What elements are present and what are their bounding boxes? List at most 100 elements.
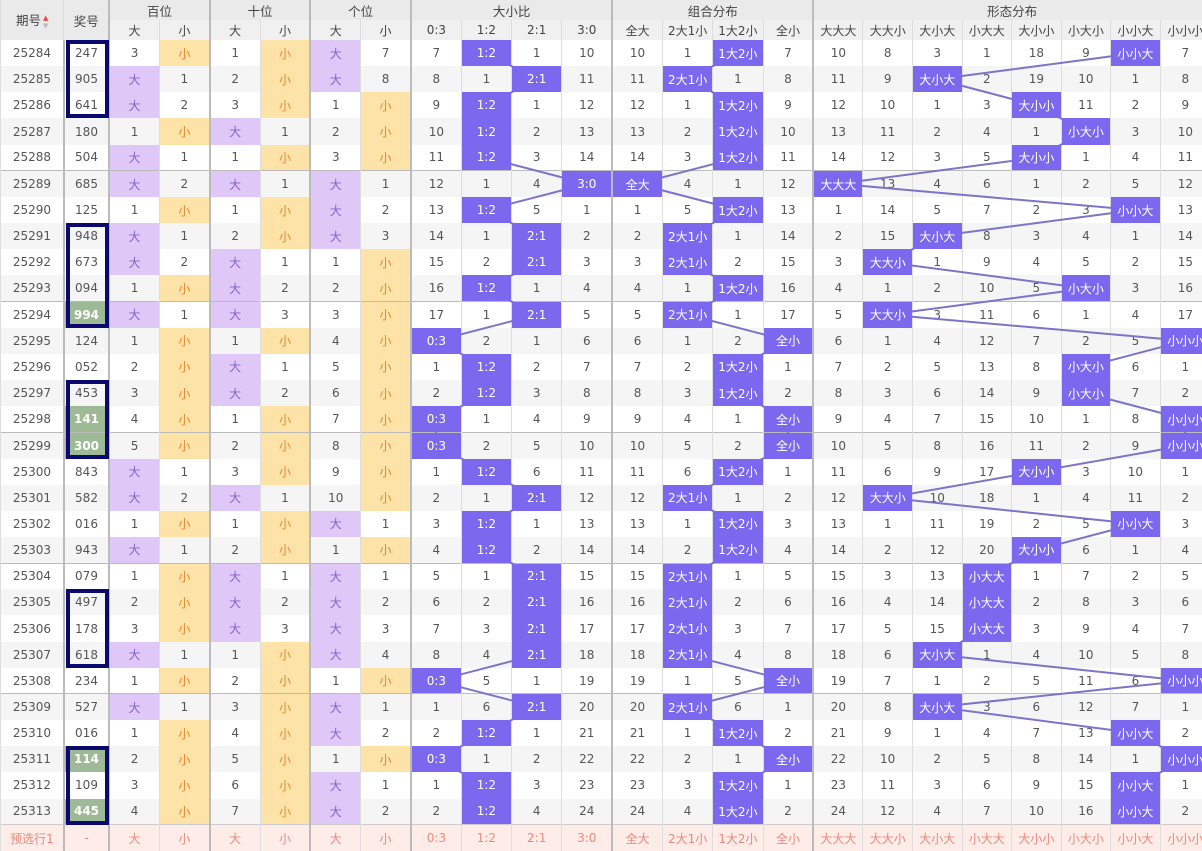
distribution-hit-cell: 小小大 (1110, 772, 1161, 799)
prize-number-cell: 180 (62, 118, 110, 145)
omission-cell: 10 (309, 484, 361, 511)
omission-cell: 6 (911, 380, 963, 407)
omission-cell: 1 (108, 118, 160, 145)
omission-cell: 3 (911, 772, 963, 799)
position-hit-cell: 大 (309, 66, 361, 93)
omission-cell: 6 (561, 327, 613, 354)
preselect-row[interactable]: 预选行1- 大小大小大小 0:3 1:2 2:1 3:0 全大 2大1小 1大2小 全小 大大大 大大… (0, 824, 1202, 851)
omission-cell: 1 (911, 249, 963, 276)
preselect-option[interactable]: 全大 (611, 824, 663, 851)
omission-cell: 12 (862, 144, 913, 171)
omission-cell: 5 (1159, 562, 1202, 590)
omission-cell: 15 (961, 406, 1012, 433)
omission-cell: 1 (1060, 406, 1111, 433)
omission-cell: 21 (812, 720, 863, 747)
preselect-option[interactable]: 小小大 (1110, 824, 1161, 851)
omission-cell: 1 (712, 170, 764, 197)
preselect-option[interactable]: 大小小 (1011, 824, 1062, 851)
omission-cell: 9 (409, 92, 462, 119)
position-hit-cell: 小 (360, 458, 411, 485)
prize-number-cell: 114 (62, 746, 110, 773)
preselect-option[interactable]: 小大大 (961, 824, 1012, 851)
omission-cell: 10 (812, 431, 863, 459)
position-hit-cell: 大 (309, 562, 361, 590)
omission-cell: 3 (1060, 196, 1111, 224)
issue-column-header[interactable]: 期号 ▲ ▼ (0, 0, 64, 40)
sort-up-down-icon[interactable]: ▲ ▼ (43, 13, 49, 30)
omission-cell: 9 (309, 458, 361, 485)
omission-cell: 1 (511, 275, 562, 302)
omission-cell: 4 (1011, 249, 1062, 276)
preselect-option[interactable]: 大大大 (812, 824, 863, 851)
preselect-option[interactable]: 2:1 (511, 824, 562, 851)
issue-cell: 25309 (0, 693, 64, 721)
omission-cell: 3 (862, 380, 913, 407)
preselect-option[interactable]: 大小大 (911, 824, 963, 851)
preselect-option[interactable]: 小 (158, 824, 210, 851)
preselect-option[interactable]: 小 (259, 824, 311, 851)
preselect-option[interactable]: 全小 (762, 824, 814, 851)
omission-cell: 16 (561, 589, 613, 616)
distribution-hit-cell: 1大2小 (712, 798, 764, 825)
sub-header: 大 (309, 20, 361, 40)
distribution-hit-cell: 2:1 (511, 615, 562, 642)
preselect-option[interactable]: 1大2小 (712, 824, 764, 851)
prize-number-cell: 618 (62, 641, 110, 668)
preselect-option[interactable]: 0:3 (409, 824, 462, 851)
preselect-option[interactable]: 大大小 (862, 824, 913, 851)
position-hit-cell: 小 (360, 144, 411, 171)
omission-cell: 24 (611, 798, 663, 825)
table-row: 25294 994 大 1 大 3 3 小 17 1 2:1 5 5 2大1小 1 17 5 大大小 3 11 6 1 4 1… (0, 301, 1202, 328)
preselect-option[interactable]: 小 (360, 824, 411, 851)
preselect-option[interactable]: 大 (309, 824, 361, 851)
group-header-pattern: 形态分布 (812, 0, 1202, 20)
omission-cell: 9 (1060, 615, 1111, 642)
issue-cell: 25290 (0, 196, 64, 224)
position-hit-cell: 小 (360, 667, 411, 694)
position-hit-cell: 小 (360, 484, 411, 511)
omission-cell: 1 (712, 746, 764, 773)
omission-cell: 17 (409, 301, 462, 328)
issue-cell: 25308 (0, 667, 64, 694)
omission-cell: 9 (611, 406, 663, 433)
omission-cell: 4 (1060, 484, 1111, 511)
preselect-option[interactable]: 大 (108, 824, 160, 851)
omission-cell: 14 (961, 380, 1012, 407)
preselect-option[interactable]: 1:2 (460, 824, 512, 851)
preselect-option[interactable]: 大 (208, 824, 261, 851)
omission-cell: 1 (762, 772, 814, 799)
distribution-hit-cell: 2大1小 (661, 562, 713, 590)
preselect-option[interactable]: 2大1小 (661, 824, 713, 851)
prize-number-cell: 094 (62, 275, 110, 302)
omission-cell: 1 (158, 301, 210, 328)
omission-cell: 4 (208, 720, 261, 747)
position-hit-cell: 大 (108, 92, 160, 119)
omission-cell: 20 (812, 693, 863, 721)
omission-cell: 4 (712, 641, 764, 668)
omission-cell: 3 (208, 92, 261, 119)
omission-cell: 3 (108, 380, 160, 407)
preselect-option[interactable]: 小小小 (1159, 824, 1202, 851)
distribution-hit-cell: 2:1 (511, 484, 562, 511)
preselect-option[interactable]: 3:0 (561, 824, 613, 851)
position-hit-cell: 大 (309, 615, 361, 642)
table-row: 25303 943 大 1 2 小 1 小 4 1:2 2 14 14 2 1大2小 4 14 2 12 20 大小小 6… (0, 536, 1202, 564)
omission-cell: 2 (208, 223, 261, 250)
omission-cell: 1 (1110, 66, 1161, 93)
preselect-option[interactable]: - (62, 824, 110, 851)
table-row: 25287 180 1 小大 1 2 小 10 1:2 2 13 13 2 1大2小 10 13 11 2 4 1 小大… (0, 118, 1202, 145)
position-hit-cell: 小 (360, 327, 411, 354)
position-hit-cell: 大 (208, 170, 261, 197)
omission-cell: 7 (1159, 615, 1202, 642)
omission-cell: 3 (561, 249, 613, 276)
omission-cell: 2 (712, 431, 764, 459)
distribution-hit-cell: 1大2小 (712, 144, 764, 171)
omission-cell: 18 (611, 641, 663, 668)
omission-cell: 4 (961, 720, 1012, 747)
position-hit-cell: 小 (360, 431, 411, 459)
omission-cell: 4 (511, 798, 562, 825)
omission-cell: 1 (460, 66, 512, 93)
prize-number-cell: 109 (62, 772, 110, 799)
preselect-option[interactable]: 小大小 (1060, 824, 1111, 851)
omission-cell: 10 (561, 431, 613, 459)
